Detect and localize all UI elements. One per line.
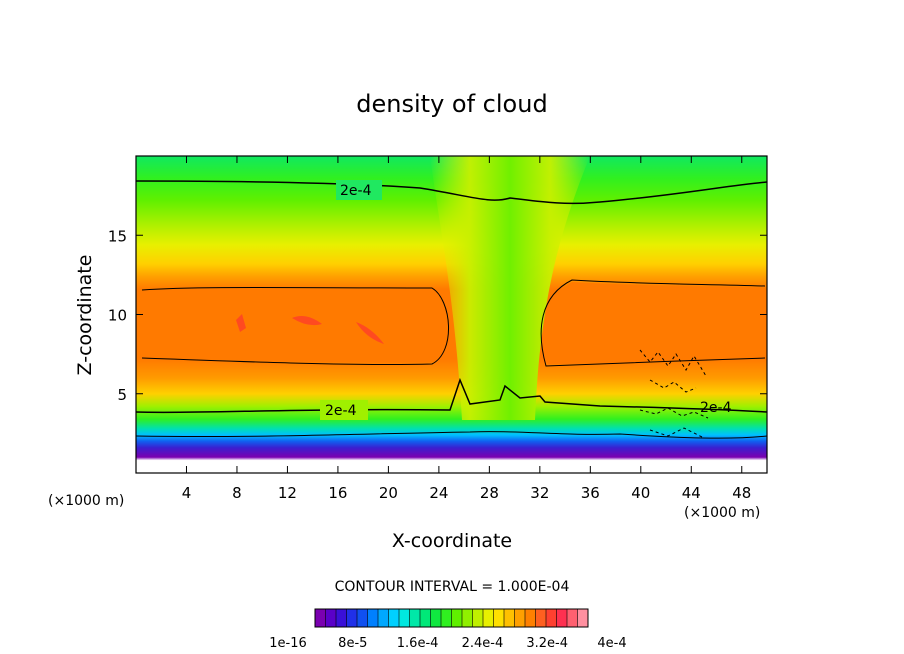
upper-contour-2e-4 — [135, 180, 768, 205]
colorbar-swatch — [483, 609, 494, 627]
x-tick-label: 16 — [328, 484, 347, 502]
x-unit-note-right: (×1000 m) — [684, 505, 760, 521]
contour-label-bg-upper — [336, 180, 382, 200]
x-tick-label: 48 — [732, 484, 751, 502]
high-density-speck-1 — [236, 314, 246, 332]
x-tick-label: 28 — [480, 484, 499, 502]
colorbar-swatch — [514, 609, 526, 627]
updraft-column — [430, 156, 590, 420]
plot-area: 2e-4 2e-4 2e-4 — [135, 155, 768, 474]
colorbar-swatch — [367, 609, 379, 627]
orange-outline-left — [141, 287, 449, 366]
colorbar-label: 4e-4 — [597, 636, 626, 651]
colorbar-label: 3.2e-4 — [526, 636, 568, 651]
x-tick-label: 12 — [278, 484, 297, 502]
contour-interval-text: CONTOUR INTERVAL = 1.000E-04 — [335, 579, 570, 595]
colorbar-label: 1e-16 — [269, 636, 307, 651]
colorbar-swatch — [546, 609, 557, 627]
colorbar-swatch — [346, 609, 358, 627]
orange-core-right — [545, 282, 765, 364]
contour-label-lower: 2e-4 — [325, 403, 357, 419]
x-tick-label: 20 — [379, 484, 398, 502]
colorbar-swatch — [556, 609, 568, 627]
colorbar-swatch — [525, 609, 536, 627]
base-contour — [135, 431, 768, 439]
colorbar-swatch — [325, 609, 337, 627]
contour-label-right: 2e-4 — [700, 400, 732, 416]
x-axis: 4 8 12 16 20 24 28 32 36 40 44 48 — [182, 156, 751, 502]
x-tick-label: 8 — [232, 484, 242, 502]
colorbar-swatch — [378, 609, 389, 627]
contour-label-upper: 2e-4 — [340, 183, 372, 199]
colorbar-label: 2.4e-4 — [462, 636, 504, 651]
colorbar-swatch — [399, 609, 410, 627]
colorbar-swatch — [535, 609, 547, 627]
x-tick-label: 44 — [682, 484, 701, 502]
colorbar-label: 1.6e-4 — [397, 636, 439, 651]
colorbar-swatch — [420, 609, 431, 627]
x-unit-note-left: (×1000 m) — [48, 493, 124, 509]
lower-contour-2e-4 — [135, 377, 768, 414]
orange-core-left — [142, 288, 448, 363]
high-density-speck-2 — [292, 316, 322, 326]
x-tick-label: 4 — [182, 484, 192, 502]
colorbar-swatch — [315, 609, 326, 627]
colorbar-swatch — [409, 609, 421, 627]
colorbar-swatch — [567, 609, 578, 627]
colorbar-swatch — [388, 609, 400, 627]
colorbar-swatch — [493, 609, 505, 627]
colorbar-swatch — [336, 609, 347, 627]
orange-outline-right — [540, 279, 766, 367]
colorbar-swatch — [441, 609, 452, 627]
y-tick-label: 10 — [108, 307, 127, 325]
contour-label-bg-lower — [320, 400, 368, 420]
x-tick-label: 36 — [581, 484, 600, 502]
x-tick-label: 24 — [429, 484, 448, 502]
high-density-speck-3 — [356, 322, 384, 344]
colorbar-label: 8e-5 — [338, 636, 367, 651]
colorbar-swatch — [357, 609, 368, 627]
y-axis: 5 10 15 — [108, 227, 767, 404]
colorbar-frame — [314, 608, 589, 628]
chart-title: density of cloud — [356, 90, 547, 118]
colorbar-swatch — [472, 609, 484, 627]
y-tick-label: 5 — [117, 386, 127, 404]
colorbar-swatch — [451, 609, 463, 627]
x-tick-label: 32 — [530, 484, 549, 502]
colorbar-swatch — [577, 609, 589, 627]
x-tick-label: 40 — [631, 484, 650, 502]
x-axis-title: X-coordinate — [392, 530, 512, 552]
colorbar-labels: 1e-16 8e-5 1.6e-4 2.4e-4 3.2e-4 4e-4 — [269, 636, 626, 651]
colorbar-swatch — [504, 609, 515, 627]
colorbar-swatch — [462, 609, 473, 627]
colorbar-swatch — [430, 609, 442, 627]
y-tick-label: 15 — [108, 227, 127, 245]
colorbar — [314, 608, 589, 628]
y-axis-title: Z-coordinate — [74, 255, 96, 376]
